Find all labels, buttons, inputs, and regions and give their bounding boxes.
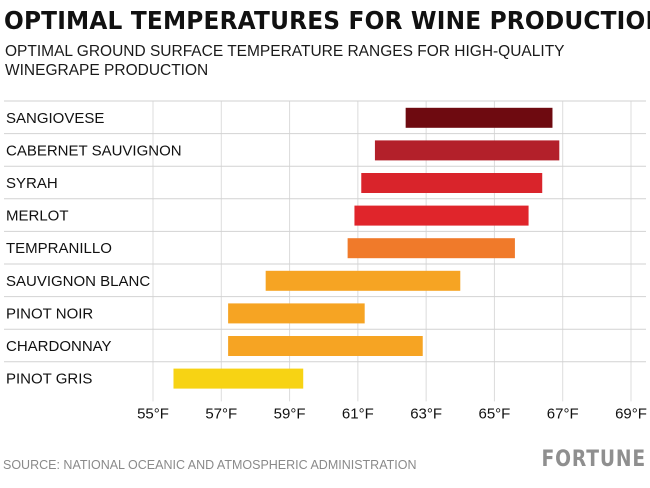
category-label: SANGIOVESE — [6, 110, 104, 127]
x-tick-label: 67°F — [547, 405, 579, 422]
category-label: MERLOT — [6, 208, 69, 225]
category-label: CABERNET SAUVIGNON — [6, 142, 182, 159]
category-label: PINOT NOIR — [6, 305, 93, 322]
range-bar — [228, 336, 423, 356]
x-tick-label: 63°F — [410, 405, 442, 422]
range-bars — [173, 107, 560, 389]
range-bar — [228, 303, 365, 324]
category-label: SYRAH — [6, 175, 58, 192]
source-note: SOURCE: NATIONAL OCEANIC AND ATMOSPHERIC… — [3, 458, 417, 472]
x-tick-label: 55°F — [137, 405, 169, 422]
range-bar — [405, 107, 553, 128]
range-bar — [265, 270, 461, 291]
range-bar — [347, 238, 515, 259]
range-bar — [173, 368, 304, 389]
x-axis: 55°F 57°F 59°F 61°F 63°F 65°F 67°F 69°F — [137, 405, 647, 422]
category-label: CHARDONNAY — [6, 338, 112, 355]
x-tick-label: 57°F — [205, 405, 237, 422]
category-rows: SANGIOVESE CABERNET SAUVIGNON SYRAH MERLOT T… — [4, 100, 646, 388]
category-label: SAUVIGNON BLANC — [6, 273, 150, 290]
range-bar — [361, 173, 543, 193]
category-label: PINOT GRIS — [6, 371, 92, 388]
category-label: TEMPRANILLO — [6, 240, 112, 257]
range-bar — [354, 205, 529, 226]
x-tick-label: 59°F — [274, 405, 306, 422]
x-tick-label: 61°F — [342, 405, 374, 422]
fortune-logo: FORTUNE — [541, 447, 646, 472]
range-bar — [374, 140, 560, 161]
x-tick-label: 65°F — [478, 405, 510, 422]
chart-title: OPTIMAL TEMPERATURES FOR WINE PRODUCTION — [4, 6, 650, 35]
chart-subtitle: OPTIMAL GROUND SURFACE TEMPERATURE RANGE… — [5, 43, 565, 79]
x-tick-label: 69°F — [615, 405, 647, 422]
